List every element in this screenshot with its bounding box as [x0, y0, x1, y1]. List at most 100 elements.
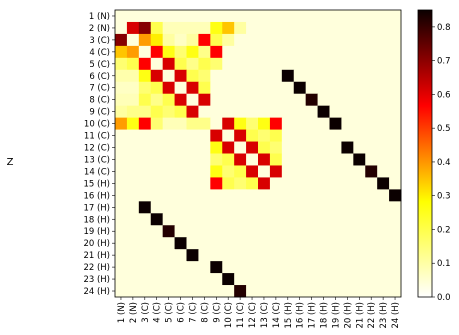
heatmap-cell	[222, 10, 235, 23]
heatmap-cell	[234, 129, 247, 142]
y-tick-labels: 1 (N) 2 (N) 3 (C) 4 (C) 5 (C) 6 (C) 7 (C) 8 (C)…	[83, 12, 115, 297]
heatmap-cell	[222, 129, 235, 142]
heatmap-cell	[138, 237, 152, 250]
heatmap-cell	[353, 273, 366, 286]
heatmap-cell	[115, 201, 128, 214]
heatmap-cell	[138, 225, 152, 238]
heatmap-cell	[150, 45, 164, 59]
heatmap-cell	[234, 45, 247, 59]
heatmap-cell	[329, 93, 342, 107]
heatmap-cell	[329, 201, 342, 214]
heatmap-cell	[162, 117, 175, 130]
heatmap-cell	[365, 273, 378, 286]
heatmap-cell	[365, 105, 378, 119]
heatmap-cell	[115, 21, 128, 35]
heatmap-cell	[138, 81, 152, 95]
heatmap-cell	[317, 141, 330, 154]
heatmap-cell	[353, 261, 366, 274]
heatmap-cell	[353, 285, 366, 298]
heatmap-cell	[234, 105, 247, 119]
heatmap-cell	[258, 249, 271, 262]
heatmap-cell	[329, 33, 342, 47]
heatmap-cell	[281, 225, 295, 238]
heatmap-cell	[281, 285, 295, 298]
heatmap-cell	[246, 201, 259, 214]
heatmap-cell	[150, 225, 164, 238]
heatmap-cell	[269, 117, 283, 130]
heatmap-cell	[210, 129, 223, 142]
x-tick-label: 2 (N)	[129, 302, 139, 323]
heatmap-cell	[258, 93, 271, 107]
heatmap-cell	[389, 129, 402, 142]
heatmap-cell	[305, 10, 318, 23]
heatmap-cell	[126, 225, 140, 238]
heatmap-cell	[293, 129, 307, 142]
y-axis-label: Z	[7, 157, 14, 168]
heatmap-cell	[198, 129, 211, 142]
heatmap-cell	[317, 81, 330, 95]
heatmap-cell	[377, 177, 390, 190]
heatmap-cell	[174, 117, 187, 130]
heatmap-cell	[389, 165, 402, 178]
heatmap-cell	[210, 93, 223, 107]
heatmap-cell	[222, 285, 235, 298]
heatmap-cell	[269, 129, 283, 142]
heatmap-cells	[115, 10, 402, 298]
heatmap-cell	[126, 273, 140, 286]
heatmap-cell	[186, 10, 199, 23]
heatmap-cell	[126, 141, 140, 154]
heatmap-cell	[293, 225, 307, 238]
heatmap-cell	[293, 201, 307, 214]
heatmap-cell	[281, 261, 295, 274]
heatmap-cell	[258, 201, 271, 214]
heatmap-cell	[341, 285, 354, 298]
heatmap-cell	[234, 273, 247, 286]
heatmap-cell	[210, 225, 223, 238]
heatmap-cell	[317, 57, 330, 71]
heatmap-cell	[210, 57, 223, 71]
heatmap-cell	[246, 189, 259, 202]
heatmap-cell	[162, 213, 175, 226]
heatmap-cell	[329, 45, 342, 59]
heatmap-cell	[138, 189, 152, 202]
heatmap-cell	[126, 249, 140, 262]
heatmap-cell	[138, 285, 152, 298]
heatmap-cell	[258, 213, 271, 226]
heatmap-cell	[317, 225, 330, 238]
heatmap-cell	[138, 21, 152, 35]
heatmap-cell	[138, 57, 152, 71]
x-tick-label: 11 (C)	[236, 302, 246, 328]
heatmap-cell	[126, 153, 140, 166]
heatmap-cell	[115, 285, 128, 298]
heatmap-cell	[389, 141, 402, 154]
heatmap-cell	[174, 93, 187, 107]
heatmap-cell	[162, 249, 175, 262]
y-tick-label: 7 (C)	[89, 84, 110, 94]
heatmap-cell	[126, 21, 140, 35]
heatmap-cell	[162, 285, 175, 298]
heatmap-cell	[329, 177, 342, 190]
heatmap-cell	[258, 21, 271, 35]
heatmap-cell	[269, 81, 283, 95]
y-tick-label: 11 (C)	[84, 132, 110, 142]
heatmap-cell	[258, 105, 271, 119]
heatmap-cell	[305, 261, 318, 274]
x-tick-label: 14 (C)	[272, 302, 282, 328]
heatmap-cell	[210, 33, 223, 47]
heatmap-cell	[115, 117, 128, 130]
heatmap-cell	[222, 261, 235, 274]
heatmap-cell	[258, 117, 271, 130]
heatmap-cell	[389, 21, 402, 35]
heatmap-cell	[353, 249, 366, 262]
heatmap-cell	[210, 177, 223, 190]
heatmap-cell	[317, 105, 330, 119]
heatmap-cell	[150, 93, 164, 107]
x-tick-label: 17 (H)	[308, 302, 318, 329]
heatmap-cell	[389, 189, 402, 202]
heatmap-cell	[269, 261, 283, 274]
heatmap-cell	[305, 189, 318, 202]
heatmap-cell	[293, 45, 307, 59]
heatmap-cell	[269, 141, 283, 154]
heatmap-cell	[258, 237, 271, 250]
heatmap-cell	[269, 21, 283, 35]
